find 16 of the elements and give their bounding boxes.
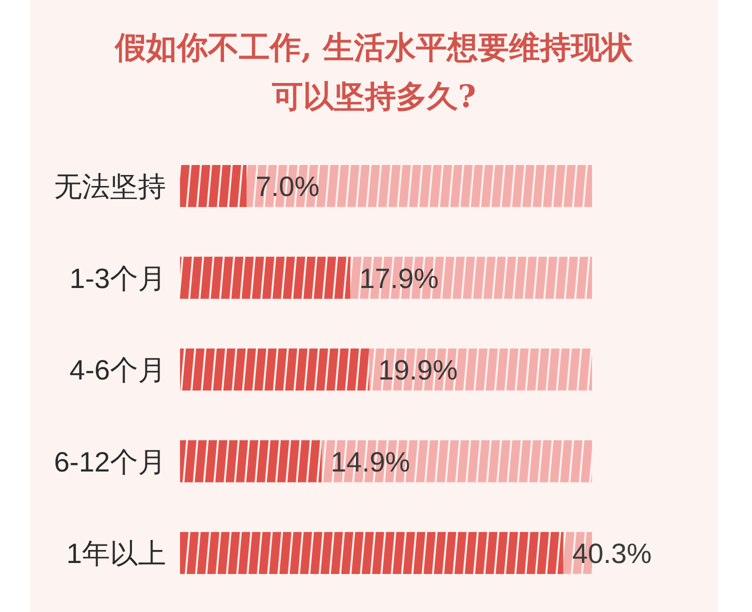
bar — [180, 348, 370, 390]
data-label: 14.9% — [330, 446, 410, 478]
bar — [180, 440, 322, 482]
bar — [180, 165, 247, 207]
data-label: 19.9% — [378, 354, 458, 386]
data-label: 17.9% — [359, 262, 439, 294]
y-tick-label: 1年以上 — [66, 538, 166, 569]
y-tick-label: 无法坚持 — [54, 171, 166, 202]
y-tick-label: 1-3个月 — [70, 262, 166, 294]
data-label: 40.3% — [572, 538, 652, 569]
y-tick-label: 6-12个月 — [54, 446, 166, 478]
data-label: 7.0% — [256, 171, 320, 202]
bar — [180, 532, 564, 574]
chart-title: 假如你不工作, 生活水平想要维持现状可以坚持多久? — [114, 30, 634, 115]
y-tick-label: 4-6个月 — [70, 354, 166, 386]
bar — [180, 256, 350, 299]
